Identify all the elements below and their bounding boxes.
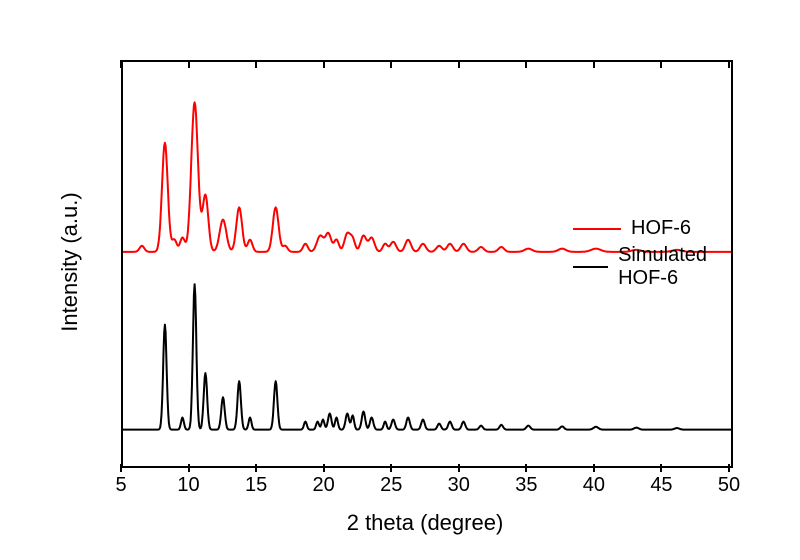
x-tick-label: 30 [448, 474, 470, 497]
legend-swatch [573, 228, 621, 230]
x-axis-label: 2 theta (degree) [347, 510, 504, 536]
x-tick-label: 15 [245, 474, 267, 497]
x-tick-label: 50 [718, 474, 740, 497]
x-tick-top [593, 60, 595, 68]
trace-simulated-hof6 [123, 284, 731, 429]
x-tick [660, 464, 662, 472]
legend-label: HOF-6 [631, 217, 691, 240]
legend: HOF-6 Simulated HOF-6 [573, 217, 731, 294]
x-tick-label: 35 [515, 474, 537, 497]
x-tick [323, 464, 325, 472]
x-tick [593, 464, 595, 472]
legend-label: Simulated HOF-6 [618, 244, 731, 290]
x-tick-label: 45 [650, 474, 672, 497]
x-tick [458, 464, 460, 472]
x-tick-top [323, 60, 325, 68]
x-tick-top [255, 60, 257, 68]
legend-swatch [573, 266, 608, 268]
xrd-chart: Intensity (a.u.) HOF-6 Simulated HOF-6 5… [0, 0, 800, 560]
legend-item: Simulated HOF-6 [573, 244, 731, 290]
x-tick-top [525, 60, 527, 68]
x-tick-label: 5 [115, 474, 126, 497]
x-tick-top [120, 60, 122, 68]
y-axis-label: Intensity (a.u.) [57, 192, 83, 331]
x-tick-top [660, 60, 662, 68]
x-tick [255, 464, 257, 472]
x-tick-label: 25 [380, 474, 402, 497]
x-tick-top [188, 60, 190, 68]
x-tick [120, 464, 122, 472]
x-tick [188, 464, 190, 472]
x-tick-top [390, 60, 392, 68]
plot-area: HOF-6 Simulated HOF-6 [121, 60, 733, 468]
x-tick-top [728, 60, 730, 68]
x-tick-label: 10 [177, 474, 199, 497]
x-tick [390, 464, 392, 472]
legend-item: HOF-6 [573, 217, 731, 240]
x-tick-label: 40 [583, 474, 605, 497]
x-tick [525, 464, 527, 472]
x-tick-top [458, 60, 460, 68]
x-tick [728, 464, 730, 472]
x-tick-label: 20 [313, 474, 335, 497]
